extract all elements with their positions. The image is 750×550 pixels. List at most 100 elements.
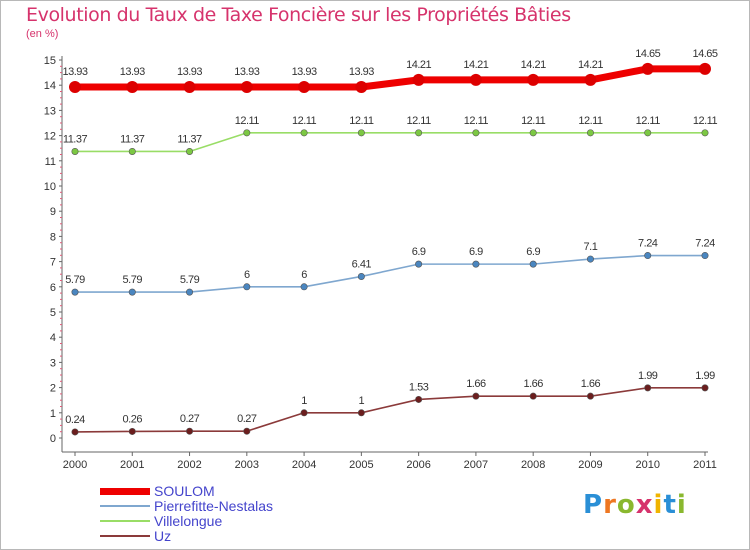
logo-letter: o [616, 490, 636, 520]
x-tick-label-2006: 2006 [406, 459, 430, 471]
data-label-soulom-2000: 13.93 [62, 66, 87, 78]
series-line-soulom [75, 65, 705, 91]
legend-swatch-pierrefitte-nestalas [100, 505, 150, 507]
data-label-villelongue-2001: 11.37 [120, 133, 145, 145]
data-point-soulom-2003 [240, 80, 253, 93]
series-layer: 13.93 13.93 13.93 13.93 13.93 13.93 14.21 14.21… [62, 48, 718, 436]
data-point-pierrefitte-nestalas-2004 [300, 283, 308, 291]
y-tick-label-5: 5 [50, 307, 56, 319]
data-label-uz-2005: 1 [359, 395, 365, 407]
data-label-uz-2006: 1.53 [409, 381, 429, 393]
data-label-soulom-2002: 13.93 [177, 66, 202, 78]
x-tick-label-2007: 2007 [464, 459, 488, 471]
data-label-pierrefitte-nestalas-2001: 5.79 [123, 274, 143, 286]
data-point-villelongue-2000 [71, 147, 79, 155]
y-tick-label-3: 3 [50, 357, 56, 369]
data-label-pierrefitte-nestalas-2000: 5.79 [65, 274, 85, 286]
legend-item-pierrefitte-nestalas[interactable]: Pierrefitte-Nestalas [100, 498, 274, 514]
data-label-villelongue-2010: 12.11 [636, 115, 661, 127]
legend-label-pierrefitte-nestalas: Pierrefitte-Nestalas [154, 498, 274, 514]
data-point-uz-2006 [415, 395, 423, 403]
data-point-soulom-2002 [183, 80, 196, 93]
legend-item-villelongue[interactable]: Villelongue [100, 513, 223, 529]
y-tick-label-12: 12 [44, 131, 56, 143]
series-pierrefitte-nestalas: 5.79 5.79 5.79 6 6 6.41 6.9 6.9 6.9 7.1 7.24 7.24 [65, 238, 716, 296]
legend-label-uz: Uz [154, 528, 172, 544]
axes [59, 56, 708, 456]
data-point-soulom-2008 [527, 73, 540, 86]
x-tick-label-2008: 2008 [521, 459, 545, 471]
data-point-soulom-2001 [126, 80, 139, 93]
data-label-pierrefitte-nestalas-2002: 5.79 [180, 274, 200, 286]
data-point-pierrefitte-nestalas-2000 [71, 288, 79, 296]
chart-title: Evolution du Taux de Taxe Foncière sur l… [26, 4, 571, 26]
data-point-uz-2010 [644, 384, 652, 392]
logo-letter: P [583, 490, 604, 520]
data-label-pierrefitte-nestalas-2011: 7.24 [695, 238, 715, 250]
x-tick-label-2004: 2004 [292, 459, 316, 471]
data-label-villelongue-2011: 12.11 [693, 115, 718, 127]
legend-label-villelongue: Villelongue [154, 513, 223, 529]
legend-item-soulom[interactable]: SOULOM [100, 483, 215, 499]
data-point-uz-2005 [357, 409, 365, 417]
data-point-pierrefitte-nestalas-2002 [186, 288, 194, 296]
data-point-villelongue-2009 [586, 129, 594, 137]
logo-letter: r [603, 490, 617, 520]
data-label-soulom-2001: 13.93 [120, 66, 145, 78]
x-tick-labels: 2000 2001 2002 2003 2004 2005 2006 2007 2008 2009… [63, 459, 717, 471]
series-line-pierrefitte-nestalas [75, 254, 705, 293]
data-point-villelongue-2001 [128, 147, 136, 155]
legend-item-uz[interactable]: Uz [100, 528, 172, 544]
x-tick-label-2001: 2001 [120, 459, 144, 471]
data-label-pierrefitte-nestalas-2005: 6.41 [352, 258, 372, 270]
data-point-uz-2011 [701, 384, 709, 392]
data-label-villelongue-2007: 12.11 [464, 115, 489, 127]
data-point-uz-2004 [300, 409, 308, 417]
data-label-uz-2004: 1 [301, 395, 307, 407]
data-point-soulom-2004 [298, 80, 311, 93]
data-point-villelongue-2003 [243, 129, 251, 137]
data-label-soulom-2003: 13.93 [234, 66, 259, 78]
data-label-villelongue-2009: 12.11 [578, 115, 603, 127]
data-label-soulom-2006: 14.21 [406, 59, 431, 71]
data-point-uz-2009 [586, 392, 594, 400]
data-label-pierrefitte-nestalas-2003: 6 [244, 269, 250, 281]
data-point-soulom-2011 [699, 62, 711, 75]
proxiti-logo: Proxiti [583, 490, 687, 520]
logo-letter: i [653, 490, 664, 520]
y-tick-label-2: 2 [50, 383, 56, 395]
data-point-villelongue-2006 [415, 129, 423, 137]
data-label-uz-2009: 1.66 [581, 378, 601, 390]
data-label-villelongue-2003: 12.11 [235, 115, 260, 127]
y-tick-label-13: 13 [44, 105, 56, 117]
y-tick-label-8: 8 [50, 231, 56, 243]
series-villelongue: 11.37 11.37 11.37 12.11 12.11 12.11 12.11 12.11… [63, 115, 718, 155]
x-tick-label-2005: 2005 [349, 459, 373, 471]
data-label-soulom-2004: 13.93 [292, 66, 317, 78]
y-tick-label-9: 9 [50, 206, 56, 218]
unit-label: (en %) [26, 28, 59, 40]
x-tick-label-2011: 2011 [693, 459, 717, 471]
data-point-soulom-2007 [469, 73, 482, 86]
data-point-soulom-2010 [641, 62, 654, 75]
data-label-pierrefitte-nestalas-2009: 7.1 [584, 241, 598, 253]
legend-swatch-soulom [100, 487, 150, 495]
data-point-uz-2007 [472, 392, 480, 400]
data-point-soulom-2006 [412, 73, 425, 86]
data-label-pierrefitte-nestalas-2004: 6 [301, 269, 307, 281]
data-label-soulom-2007: 14.21 [463, 59, 488, 71]
y-tick-label-1: 1 [50, 408, 56, 420]
data-point-pierrefitte-nestalas-2008 [529, 260, 537, 268]
data-point-pierrefitte-nestalas-2007 [472, 260, 480, 268]
y-tick-label-10: 10 [44, 181, 56, 193]
data-label-uz-2002: 0.27 [180, 413, 200, 425]
data-point-uz-2002 [186, 427, 194, 435]
data-point-uz-2008 [529, 392, 537, 400]
series-line-villelongue [75, 132, 705, 153]
data-point-soulom-2005 [355, 80, 368, 93]
data-point-uz-2000 [71, 428, 79, 436]
data-label-uz-2010: 1.99 [638, 370, 658, 382]
data-label-villelongue-2006: 12.11 [407, 115, 432, 127]
